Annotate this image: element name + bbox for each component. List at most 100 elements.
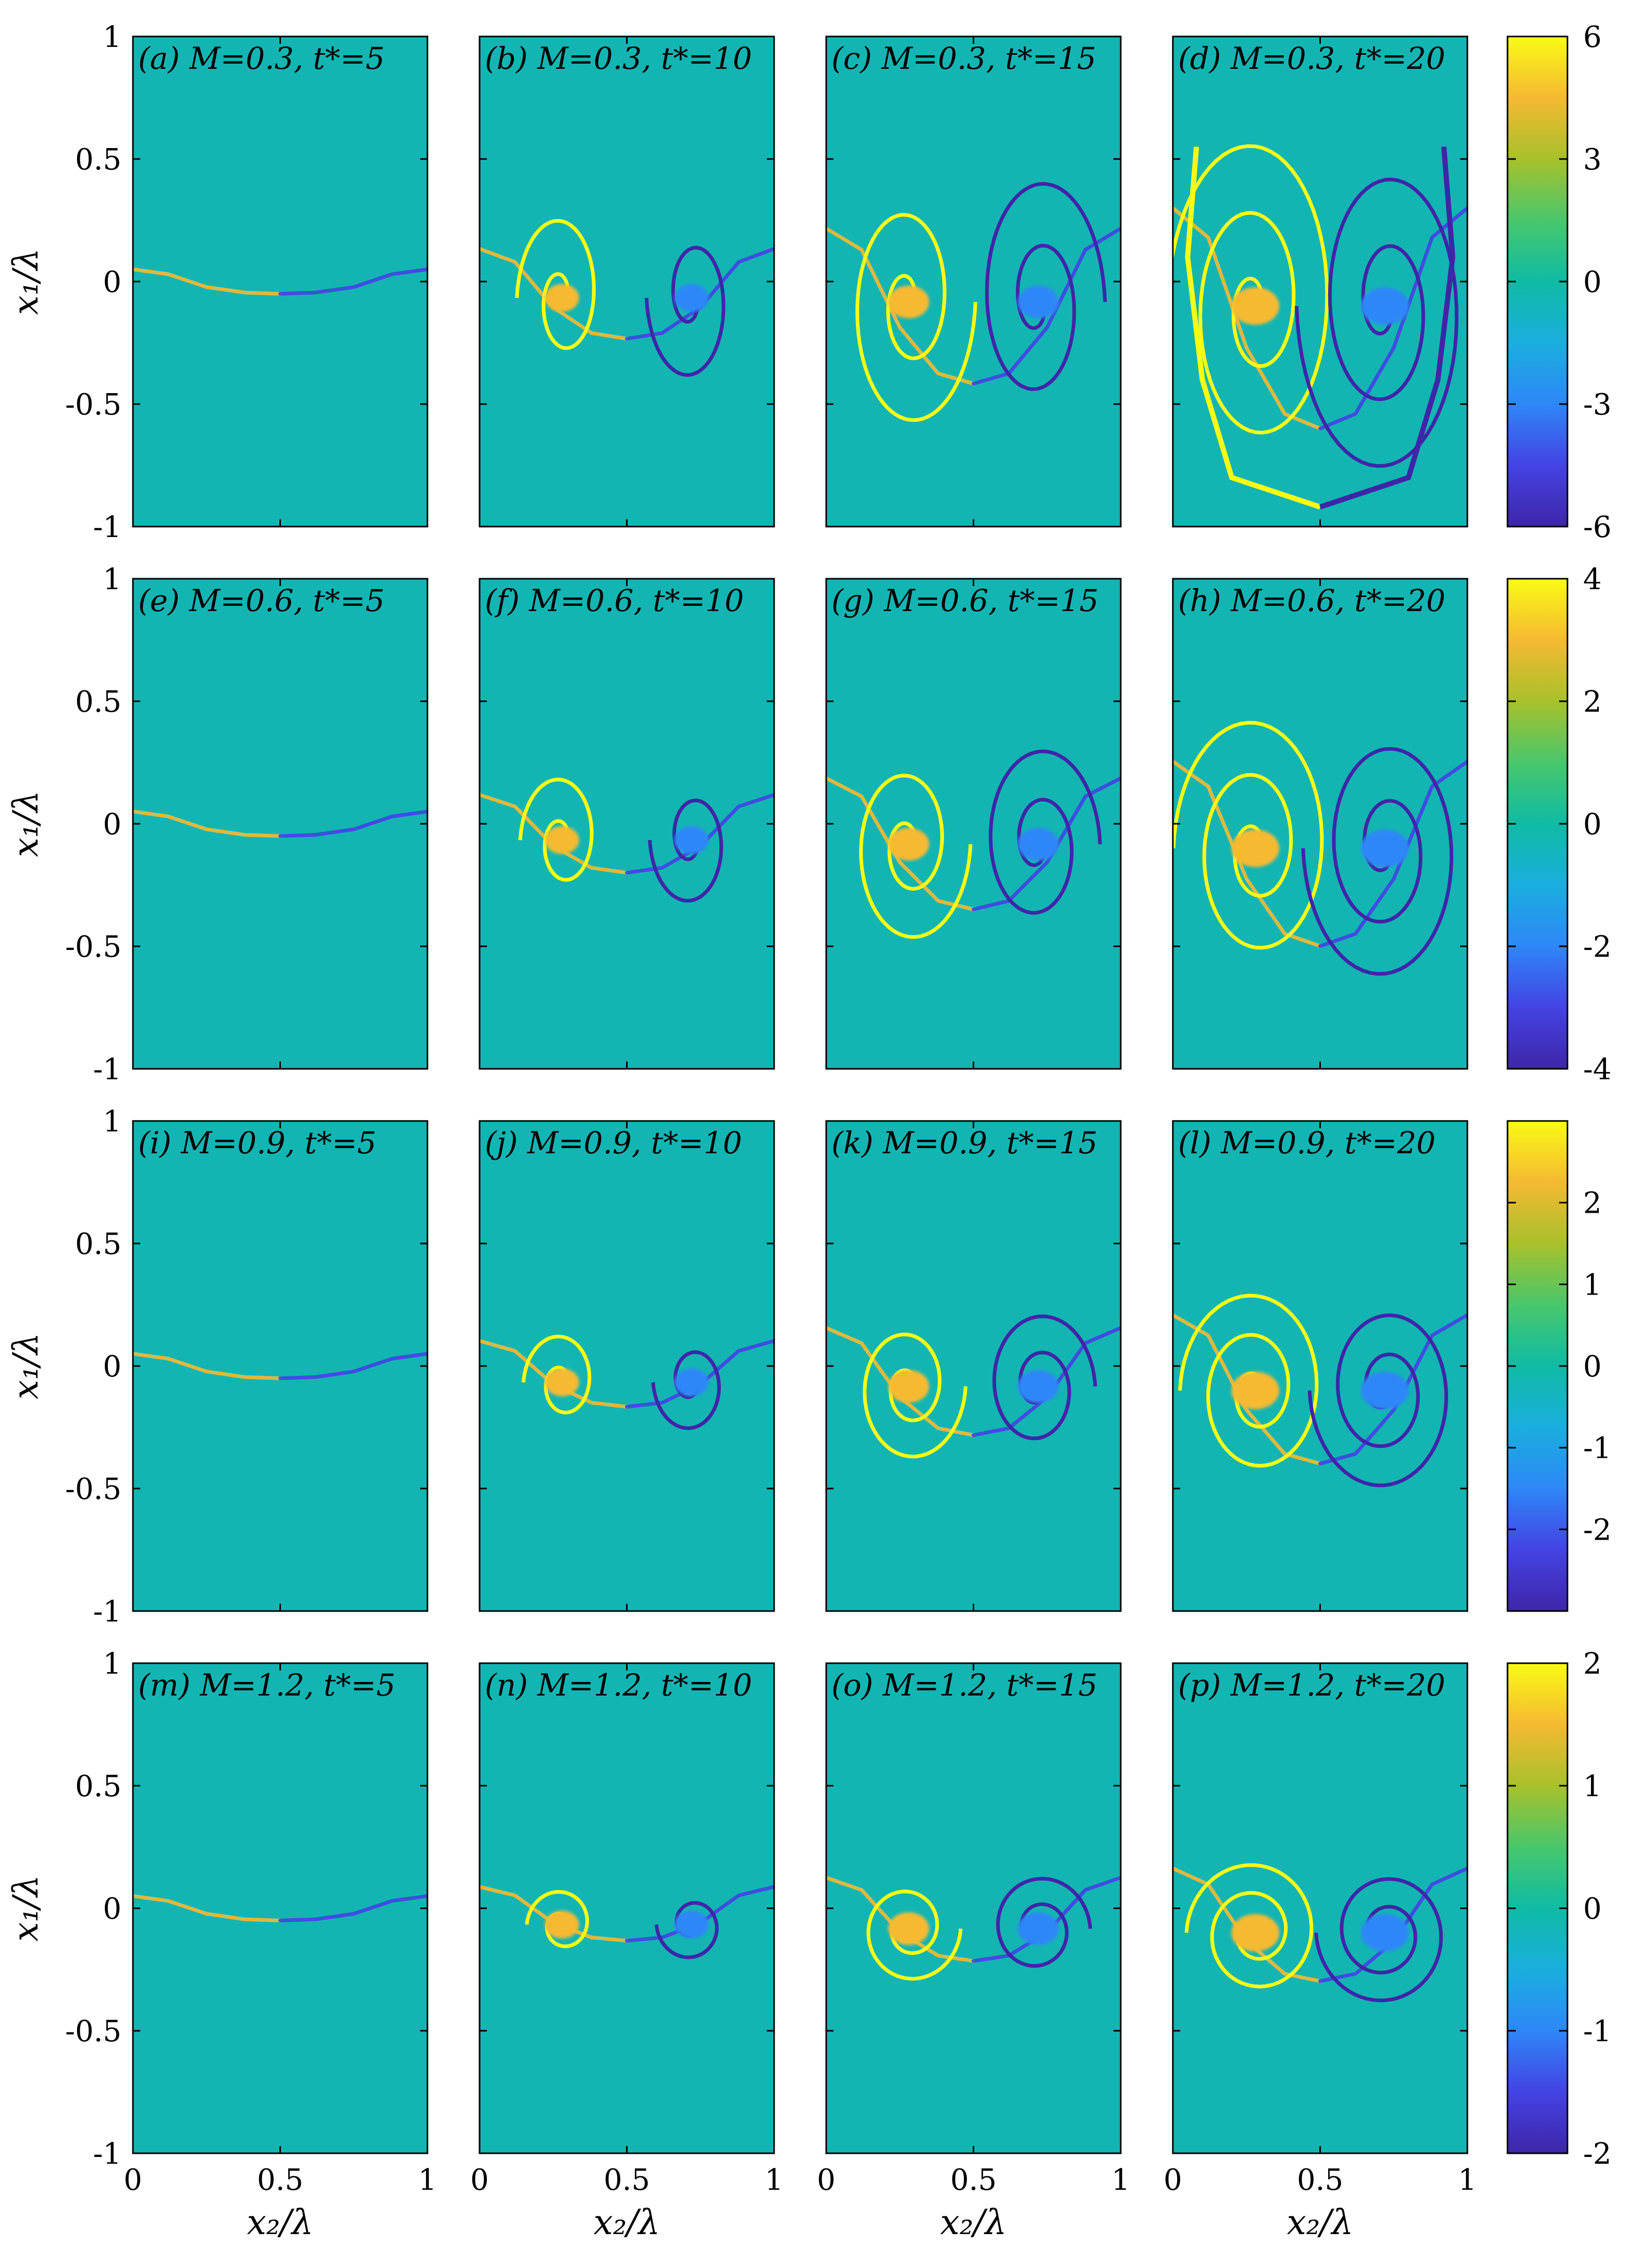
panel-label: (b) M=0.3, t*=10: [485, 41, 752, 76]
vortex-sheet-positive: [826, 776, 975, 911]
colorbar: [1506, 1120, 1569, 1612]
vortex-core-negative: [675, 1368, 709, 1396]
colorbar-tick-label: -2: [1583, 2137, 1612, 2171]
colorbar-tick-label: -3: [1583, 388, 1612, 422]
y-tick-label: -1: [93, 1053, 121, 1087]
x-axis-label: x₂/λ: [1287, 2202, 1354, 2242]
panel-background: [133, 579, 427, 1069]
panel-label: (o) M=1.2, t*=15: [831, 1667, 1097, 1703]
filament-positive: [1185, 147, 1321, 510]
vortex-sheet-negative: [278, 1352, 427, 1380]
panel-background: [826, 1121, 1121, 1611]
vortex-sheet-positive: [826, 226, 975, 386]
vortex-sheet-negative: [972, 776, 1121, 911]
panel-label: (e) M=0.6, t*=5: [138, 583, 385, 618]
colorbar-gradient: [1508, 1663, 1567, 2153]
vortex-core-positive: [545, 284, 579, 312]
panel-background: [826, 1663, 1121, 2153]
vortex-core-negative: [1018, 1912, 1059, 1945]
vortex-sheet-positive: [133, 810, 282, 838]
y-tick-label: -0.5: [65, 388, 121, 422]
roll-up-spiral-negative: [988, 749, 1102, 915]
y-axis-label: x₁/λ: [6, 1333, 46, 1399]
structure-group: [480, 1885, 774, 1959]
y-tick-label: -0.5: [65, 930, 121, 964]
x-axis-label: x₂/λ: [594, 2202, 660, 2242]
colorbar-tick-label: 0: [1583, 1892, 1602, 1926]
vortex-sheet-negative: [278, 810, 427, 838]
vortex-core-positive: [1231, 287, 1280, 325]
colorbar-tick-label: 0: [1583, 265, 1602, 299]
x-tick-label: 0: [470, 2163, 489, 2197]
vortex-core-negative: [675, 1910, 709, 1938]
colorbar-gradient: [1508, 579, 1567, 1069]
vortex-sheet-negative: [278, 267, 427, 296]
structure-group: [1173, 144, 1467, 510]
colorbar-tick-label: 2: [1583, 685, 1602, 719]
colorbar: [1506, 35, 1569, 528]
y-axis-label: x₁/λ: [6, 248, 46, 315]
field-panel: [825, 578, 1122, 1070]
field-panel: [479, 578, 775, 1070]
y-tick-label: -1: [93, 510, 121, 544]
field-panel: [132, 35, 428, 528]
colorbar-gradient: [1508, 1121, 1567, 1611]
vortex-core-positive: [1231, 1372, 1280, 1409]
x-tick-label: 0: [817, 2163, 836, 2197]
y-tick-label: 0.5: [75, 1227, 121, 1261]
roll-up-spiral-negative: [1294, 177, 1459, 468]
panel-background: [480, 579, 774, 1069]
vortex-core-negative: [1361, 1914, 1409, 1952]
structure-group: [826, 1875, 1121, 1981]
vortex-sheet-positive: [133, 1352, 282, 1380]
roll-up-spiral-negative: [992, 1314, 1097, 1441]
vortex-core-positive: [888, 827, 929, 861]
x-tick-label: 0: [124, 2163, 142, 2197]
panel-background: [133, 36, 427, 527]
vortex-core-negative: [1018, 1370, 1059, 1403]
vortex-core-positive: [1231, 830, 1280, 867]
x-tick-label: 0.5: [950, 2163, 997, 2197]
colorbar-tick-label: 1: [1583, 1268, 1602, 1302]
field-panel: [1172, 1120, 1468, 1612]
panel-background: [133, 1663, 427, 2153]
vortex-core-negative: [1018, 285, 1059, 319]
x-tick-label: 0.5: [604, 2163, 650, 2197]
vortex-core-positive: [545, 1368, 579, 1396]
panel-label: (k) M=0.9, t*=15: [831, 1125, 1098, 1161]
vortex-sheet-positive: [1173, 206, 1322, 431]
y-tick-label: -0.5: [65, 1472, 121, 1506]
x-axis-label: x₂/λ: [247, 2202, 314, 2242]
colorbar-tick-label: 0: [1583, 1350, 1602, 1384]
y-tick-label: -1: [93, 1595, 121, 1629]
panel-label: (c) M=0.3, t*=15: [831, 41, 1096, 76]
vortex-core-positive: [545, 826, 579, 855]
field-panel: [479, 1120, 775, 1612]
panel-label: (i) M=0.9, t*=5: [138, 1125, 376, 1161]
structure-group: [1173, 721, 1467, 976]
roll-up-spiral-positive: [855, 213, 977, 422]
vortex-core-negative: [675, 826, 709, 855]
colorbar-tick-label: -6: [1583, 510, 1612, 544]
y-tick-label: 1: [103, 1105, 121, 1139]
field-panel: [132, 1120, 428, 1612]
vortex-sheet-negative: [1318, 760, 1467, 948]
roll-up-spiral-positive: [859, 774, 973, 939]
roll-up-spiral-positive: [1173, 144, 1329, 435]
x-axis-label: x₂/λ: [940, 2202, 1007, 2242]
field-panel: [479, 1662, 775, 2154]
structure-group: [1173, 1294, 1467, 1487]
vortex-core-positive: [545, 1910, 579, 1938]
colorbar-tick-label: -1: [1583, 1432, 1612, 1466]
roll-up-spiral-negative: [648, 798, 724, 903]
structure-group: [826, 1314, 1121, 1459]
x-tick-label: 1: [1111, 2163, 1130, 2197]
field-panel: [825, 1120, 1122, 1612]
panel-label: (n) M=1.2, t*=10: [485, 1667, 752, 1703]
panel-label: (l) M=0.9, t*=20: [1178, 1125, 1436, 1161]
structure-group: [480, 1334, 774, 1430]
roll-up-spiral-negative: [1301, 747, 1454, 976]
panel-label: (m) M=1.2, t*=5: [138, 1667, 396, 1703]
structure-group: [1173, 1863, 1467, 2003]
panel-label: (a) M=0.3, t*=5: [138, 41, 385, 76]
